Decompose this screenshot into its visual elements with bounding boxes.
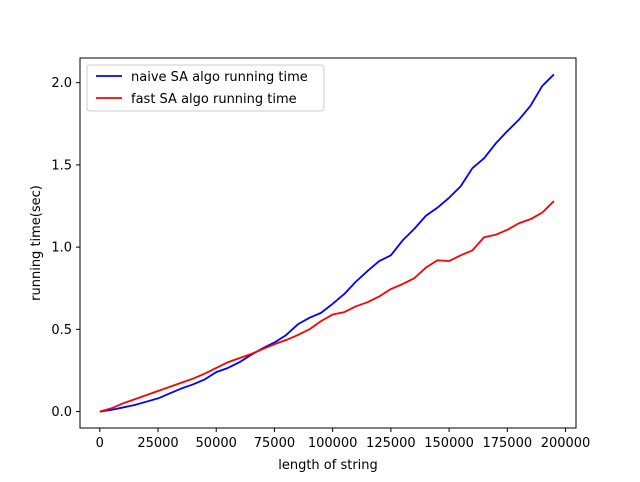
y-tick-label: 0.5 <box>51 323 72 338</box>
y-axis-label: running time(sec) <box>29 185 44 301</box>
x-tick-label: 100000 <box>308 436 358 451</box>
x-tick-label: 75000 <box>254 436 295 451</box>
y-tick-label: 2.0 <box>51 76 72 91</box>
x-tick-label: 0 <box>96 436 104 451</box>
legend-label-fast: fast SA algo running time <box>131 92 297 107</box>
legend-box <box>86 64 325 112</box>
y-tick-label: 0.0 <box>51 405 72 420</box>
x-axis-label: length of string <box>278 458 378 473</box>
x-tick-label: 200000 <box>541 436 591 451</box>
legend: naive SA algo running time fast SA algo … <box>86 64 325 112</box>
legend-label-naive: naive SA algo running time <box>131 70 308 85</box>
y-tick-label: 1.5 <box>51 158 72 173</box>
y-axis-ticks: 0.0 0.5 1.0 1.5 2.0 <box>51 76 80 420</box>
series-line-0 <box>99 73 555 413</box>
x-tick-label: 150000 <box>424 436 474 451</box>
x-tick-label: 50000 <box>196 436 237 451</box>
x-axis-ticks: 0 25000 50000 75000 100000 125000 150000 175000… <box>96 428 591 451</box>
y-tick-label: 1.0 <box>51 241 72 256</box>
x-tick-label: 125000 <box>366 436 416 451</box>
plot-frame <box>79 57 577 429</box>
plot-area <box>79 57 577 429</box>
series-layer <box>99 73 555 413</box>
x-tick-label: 25000 <box>137 436 178 451</box>
series-line-1 <box>99 200 555 413</box>
x-tick-label: 175000 <box>482 436 532 451</box>
